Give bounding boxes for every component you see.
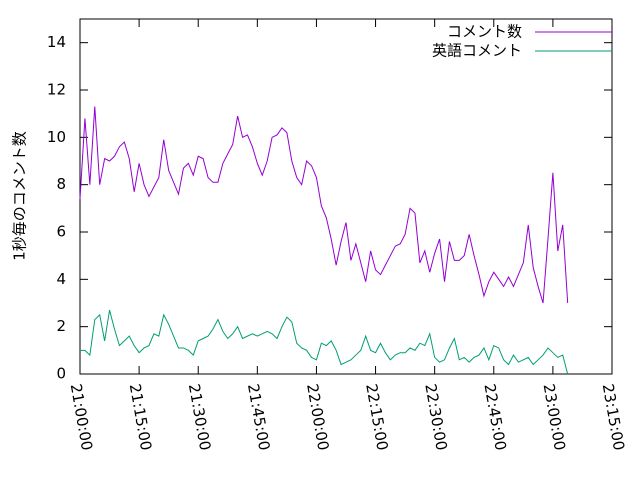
y-tick-label: 10	[47, 128, 66, 146]
x-tick-label: 23:00:00	[540, 382, 569, 451]
x-tick-label: 23:15:00	[599, 382, 628, 451]
y-tick-label: 4	[56, 270, 66, 288]
x-tick-label: 22:00:00	[303, 382, 332, 451]
y-tick-label: 12	[47, 81, 66, 99]
plot-frame	[79, 18, 613, 375]
x-tick-label: 21:15:00	[126, 382, 155, 451]
y-tick-label: 0	[56, 365, 66, 383]
x-tick-label: 21:30:00	[185, 382, 214, 451]
x-tick-label: 21:45:00	[244, 382, 273, 451]
series-line	[80, 309, 569, 375]
y-tick-label: 8	[56, 175, 66, 193]
y-tick-label: 14	[47, 33, 66, 51]
x-tick-label: 22:30:00	[421, 382, 450, 451]
x-tick-label: 22:15:00	[362, 382, 391, 451]
y-axis-label: 1秒毎のコメント数	[11, 131, 29, 261]
x-tick-label: 21:00:00	[67, 382, 96, 451]
y-tick-label: 2	[56, 317, 66, 335]
legend-label: コメント数	[447, 23, 522, 41]
series-line	[79, 106, 569, 304]
x-tick-label: 22:45:00	[480, 382, 509, 451]
legend-label: 英語コメント	[432, 42, 522, 60]
y-tick-label: 6	[56, 223, 66, 241]
